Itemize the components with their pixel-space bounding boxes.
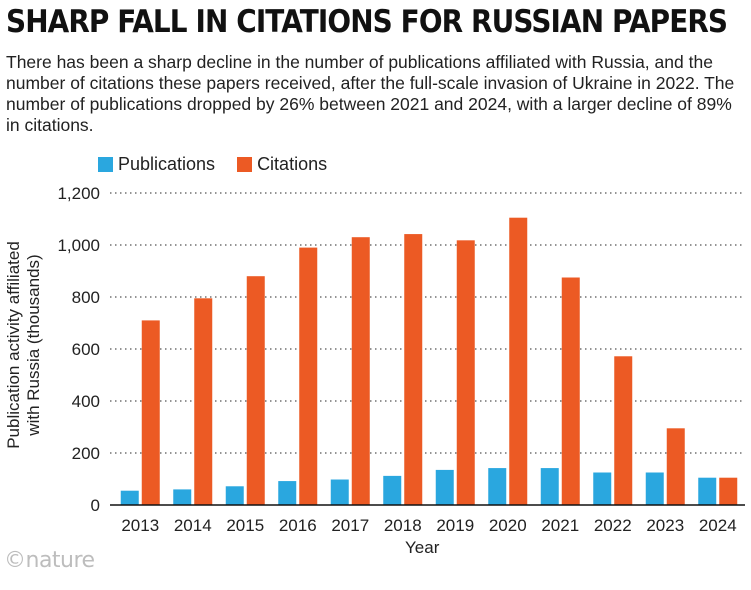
legend: Publications Citations: [98, 154, 349, 175]
y-tick-label-400: 400: [72, 392, 100, 411]
bar-publications-2020: [488, 468, 507, 505]
bar-citations-2014: [194, 298, 213, 505]
bar-citations-2016: [299, 247, 318, 505]
nature-logo: ©nature: [4, 548, 95, 573]
y-tick-label-0: 0: [91, 496, 100, 515]
bar-citations-2017: [351, 237, 370, 505]
bar-publications-2023: [645, 472, 664, 505]
bar-citations-2023: [666, 428, 685, 505]
x-tick-label-2018: 2018: [384, 516, 422, 535]
bar-citations-2013: [141, 320, 160, 505]
x-tick-label-2019: 2019: [436, 516, 474, 535]
bar-citations-2019: [456, 240, 475, 505]
y-tick-label-1200: 1,200: [57, 184, 100, 203]
bar-citations-2015: [246, 276, 265, 505]
x-tick-label-2020: 2020: [489, 516, 527, 535]
x-tick-label-2022: 2022: [594, 516, 632, 535]
bar-publications-2019: [435, 469, 454, 505]
legend-swatch-citations: [237, 157, 253, 172]
legend-item-citations: Citations: [237, 154, 327, 175]
bar-publications-2022: [593, 472, 612, 505]
x-tick-label-2013: 2013: [121, 516, 159, 535]
legend-swatch-publications: [98, 157, 113, 172]
bar-publications-2017: [330, 479, 349, 505]
bar-publications-2024: [698, 477, 717, 505]
y-tick-label-200: 200: [72, 444, 100, 463]
legend-label-citations: Citations: [257, 154, 328, 174]
bar-publications-2014: [173, 489, 192, 505]
bar-citations-2020: [509, 217, 528, 505]
legend-label-publications: Publications: [118, 154, 216, 174]
x-tick-label-2014: 2014: [174, 516, 212, 535]
bar-citations-2022: [614, 356, 633, 505]
bar-publications-2016: [278, 481, 297, 505]
x-tick-label-2016: 2016: [279, 516, 317, 535]
legend-item-publications: Publications: [98, 154, 215, 175]
y-tick-label-600: 600: [72, 340, 100, 359]
x-axis-title: Year: [405, 538, 440, 557]
x-tick-label-2015: 2015: [226, 516, 264, 535]
bar-citations-2018: [404, 234, 423, 505]
chart-title: SHARP FALL IN CITATIONS FOR RUSSIAN PAPE…: [6, 4, 728, 40]
chart-subtitle: There has been a sharp decline in the nu…: [6, 52, 735, 135]
x-tick-label-2017: 2017: [331, 516, 369, 535]
x-tick-label-2021: 2021: [541, 516, 579, 535]
y-tick-label-800: 800: [72, 288, 100, 307]
bar-publications-2013: [120, 490, 139, 505]
bar-publications-2015: [225, 486, 244, 505]
bar-publications-2018: [383, 475, 402, 505]
y-tick-label-1000: 1,000: [57, 236, 100, 255]
bar-citations-2021: [561, 277, 580, 505]
x-tick-label-2024: 2024: [699, 516, 737, 535]
bar-publications-2021: [540, 468, 559, 505]
x-tick-label-2023: 2023: [646, 516, 684, 535]
bar-citations-2024: [719, 477, 738, 505]
